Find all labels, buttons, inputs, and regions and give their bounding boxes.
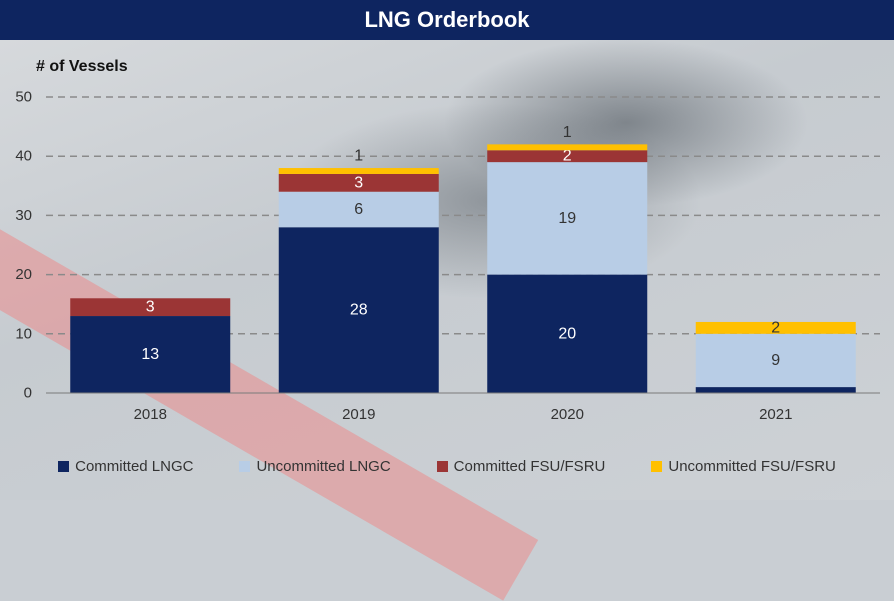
legend-label: Uncommitted LNGC — [256, 457, 391, 475]
data-label: 2 — [771, 319, 780, 336]
bar-segment — [487, 274, 648, 393]
y-tick-label: 50 — [15, 89, 32, 106]
background-photo — [0, 40, 894, 601]
bar-segment — [278, 227, 439, 393]
legend-item: Committed LNGC — [58, 458, 193, 475]
page-title: LNG Orderbook — [364, 7, 530, 32]
legend: Committed LNGC Uncommitted LNGC Committed … — [0, 452, 894, 480]
legend-label: Committed LNGC — [75, 457, 194, 475]
y-axis-title: # of Vessels — [36, 58, 128, 75]
data-label: 9 — [771, 352, 780, 369]
bar-segment — [278, 168, 439, 174]
legend-swatch — [651, 460, 663, 472]
bar-segment — [487, 162, 648, 275]
legend-item: Uncommitted FSU/FSRU — [651, 458, 836, 475]
legend-item: Committed FSU/FSRU — [436, 457, 606, 475]
data-label: 28 — [350, 302, 368, 319]
y-axis: 0 10 20 30 40 50 — [15, 89, 32, 402]
bar-segment — [278, 173, 439, 192]
bar-segment — [487, 150, 648, 163]
data-label: 13 — [141, 346, 159, 363]
data-label: 19 — [558, 210, 576, 227]
x-tick-label: 2021 — [759, 406, 792, 423]
title-bar: LNG Orderbook — [0, 0, 894, 40]
bar-segment — [278, 191, 439, 228]
x-tick-label: 2020 — [551, 406, 584, 423]
y-tick-label: 10 — [15, 325, 32, 342]
y-tick-label: 30 — [15, 207, 32, 224]
bar-segment — [695, 321, 856, 334]
legend-swatch — [239, 460, 251, 472]
bar-segment — [70, 298, 231, 317]
legend-label: Uncommitted FSU/FSRU — [668, 457, 836, 475]
bar-segment — [487, 144, 648, 151]
legend-swatch — [436, 460, 448, 472]
data-label: 6 — [354, 201, 363, 218]
data-label: 1 — [563, 124, 572, 141]
x-tick-label: 2019 — [342, 406, 375, 423]
stacked-bar-chart: 0 10 20 30 40 50 # of Vessels 13 3 28 6 3 1 2019 2 1 1… — [15, 58, 880, 423]
data-label: 3 — [146, 299, 155, 316]
bar-segment — [695, 333, 856, 388]
x-tick-label: 2018 — [134, 406, 167, 423]
y-tick-label: 0 — [24, 385, 32, 402]
legend-label: Committed FSU/FSRU — [453, 457, 606, 475]
legend-swatch — [58, 460, 70, 472]
bars: 13328631201921192 — [70, 124, 856, 393]
bar-segment — [70, 316, 231, 393]
data-label: 3 — [354, 174, 363, 191]
legend-item: Uncommitted LNGC — [239, 457, 391, 475]
x-axis: 2018 2019 2020 2021 — [46, 392, 880, 423]
data-label: 1 — [354, 148, 363, 165]
data-label: 2 — [563, 148, 572, 165]
y-tick-label: 40 — [15, 148, 32, 165]
y-tick-label: 20 — [15, 266, 32, 283]
data-label: 20 — [558, 325, 576, 342]
bar-segment — [695, 387, 856, 393]
